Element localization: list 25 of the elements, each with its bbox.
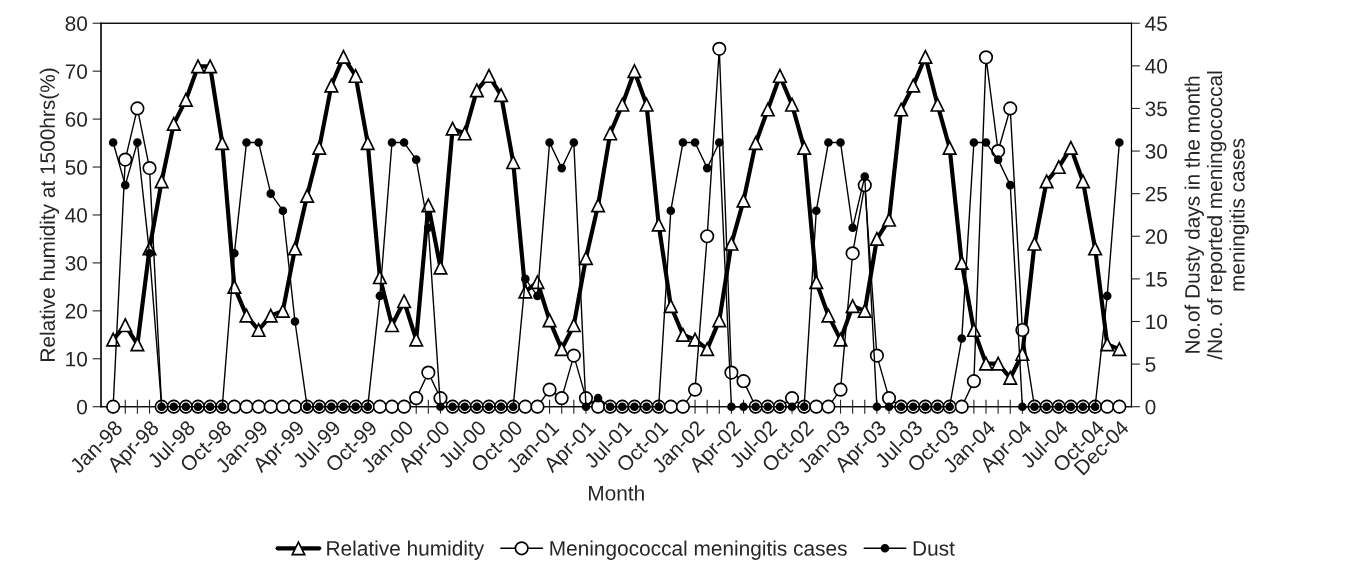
legend-label: Relative humidity (327, 540, 485, 560)
y2-tick-label: 5 (1145, 357, 1156, 372)
y-tick-label: 60 (65, 112, 88, 127)
legend-label: Dust (913, 541, 955, 556)
y2-tick-label: 35 (1145, 101, 1167, 117)
y-tick-label: 10 (66, 351, 88, 367)
y-tick-label: 70 (65, 64, 88, 79)
y2-axis-title: No.of Dusty days in the month /No. of reported meningococcal meningitis cases (1184, 71, 1249, 360)
y-axis-title: Relative humidity at 1500hrs(%) (39, 68, 60, 361)
y2-tick-label: 10 (1146, 314, 1168, 330)
y2-tick-label: 20 (1145, 229, 1168, 245)
y2-tick-label: 25 (1145, 186, 1167, 202)
y-tick-label: 20 (65, 303, 88, 319)
legend-label: Meningococcal meningitis cases (550, 540, 847, 560)
y-tick-label: 50 (65, 160, 88, 175)
y2-tick-label: 30 (1145, 144, 1168, 159)
y2-tick-label: 40 (1145, 58, 1168, 74)
y2-tick-label: 0 (1145, 399, 1156, 415)
y2-tick-label: 15 (1146, 272, 1167, 287)
y-tick-label: 0 (77, 399, 88, 415)
y-tick-label: 40 (65, 207, 88, 223)
x-axis-title: Month (589, 485, 644, 501)
y2-tick-label: 45 (1145, 16, 1167, 31)
y-tick-label: 80 (65, 16, 88, 31)
y-tick-label: 30 (65, 255, 88, 271)
